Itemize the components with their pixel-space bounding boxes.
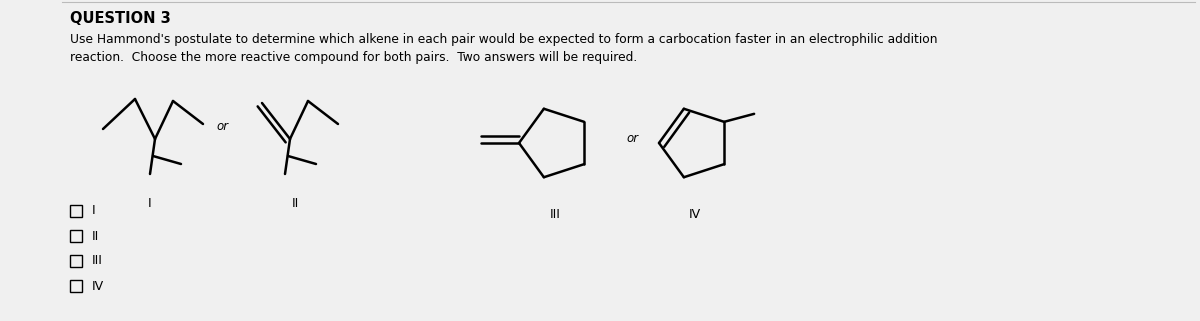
Text: Use Hammond's postulate to determine which alkene in each pair would be expected: Use Hammond's postulate to determine whi… bbox=[70, 33, 937, 46]
Bar bbox=[70, 255, 82, 267]
Text: II: II bbox=[92, 230, 100, 242]
Bar bbox=[70, 230, 82, 242]
Bar bbox=[70, 280, 82, 292]
Text: reaction.  Choose the more reactive compound for both pairs.  Two answers will b: reaction. Choose the more reactive compo… bbox=[70, 51, 637, 64]
Text: III: III bbox=[92, 255, 103, 267]
Text: IV: IV bbox=[689, 208, 701, 221]
Text: QUESTION 3: QUESTION 3 bbox=[70, 11, 170, 26]
Bar bbox=[70, 205, 82, 217]
Text: or: or bbox=[626, 132, 640, 144]
Text: II: II bbox=[292, 197, 299, 210]
Text: I: I bbox=[148, 197, 152, 210]
Text: IV: IV bbox=[92, 280, 104, 292]
Text: III: III bbox=[550, 208, 560, 221]
Text: I: I bbox=[92, 204, 96, 218]
Text: or: or bbox=[217, 120, 229, 134]
